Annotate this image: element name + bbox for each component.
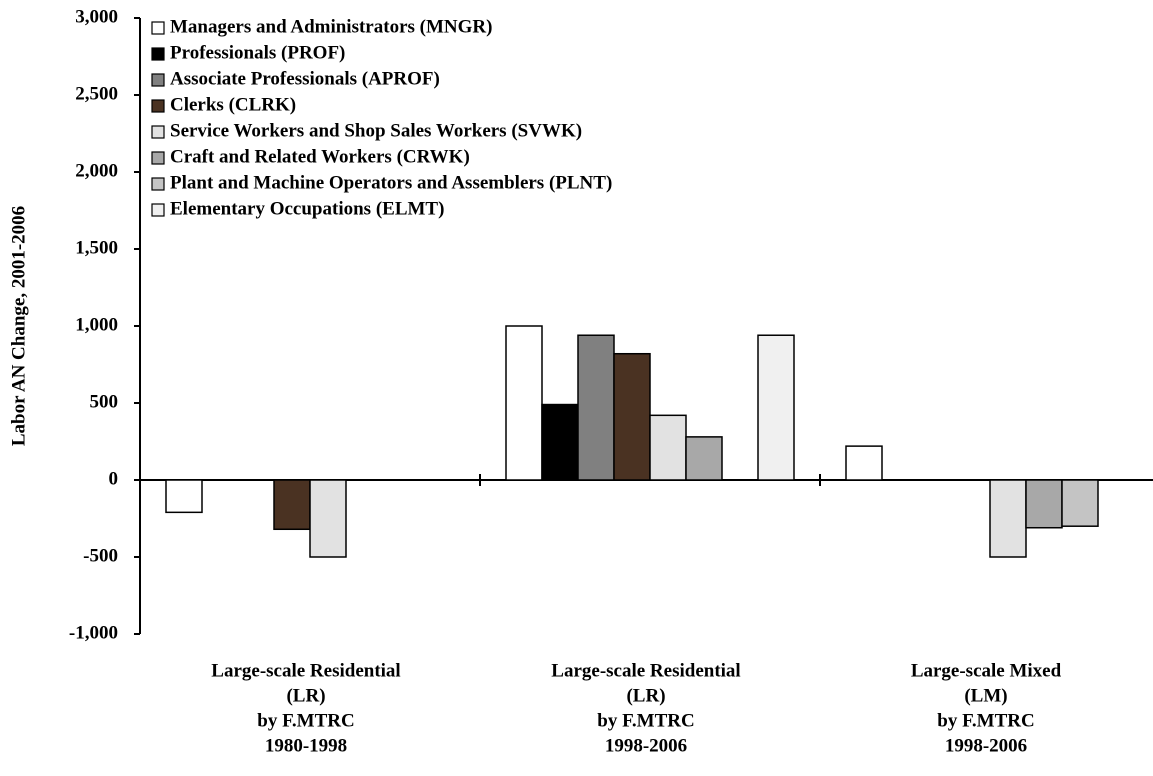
legend-label: Professionals (PROF) (170, 42, 345, 63)
x-tick-label: (LR) (626, 685, 665, 706)
y-tick-label: -1,000 (69, 622, 118, 643)
x-tick-label: 1980-1998 (265, 735, 347, 756)
y-axis-label: Labor AN Change, 2001-2006 (8, 206, 29, 446)
bar (649, 414, 687, 481)
x-tick-label: by F.MTRC (937, 710, 1034, 731)
bar (505, 325, 543, 481)
y-tick-label: 500 (90, 391, 119, 412)
y-tick-label: 0 (109, 468, 119, 489)
legend-label: Service Workers and Shop Sales Workers (… (170, 120, 582, 141)
bar (541, 403, 579, 481)
legend-swatch (151, 47, 165, 61)
legend-swatch (151, 73, 165, 87)
x-tick-label: by F.MTRC (597, 710, 694, 731)
legend-label: Clerks (CLRK) (170, 94, 296, 115)
legend-label: Plant and Machine Operators and Assemble… (170, 172, 612, 193)
bar (845, 445, 883, 481)
bar (1061, 479, 1099, 527)
x-tick-label: 1998-2006 (945, 735, 1027, 756)
y-tick-label: 1,500 (75, 237, 118, 258)
x-tick-label: Large-scale Mixed (911, 660, 1062, 681)
legend-swatch (151, 99, 165, 113)
bar (613, 352, 651, 481)
y-tick-label: 2,500 (75, 83, 118, 104)
legend-label: Elementary Occupations (ELMT) (170, 198, 444, 219)
bar (165, 479, 203, 514)
x-tick-label: (LR) (286, 685, 325, 706)
x-tick-label: (LM) (964, 685, 1007, 706)
x-tick-label: Large-scale Residential (211, 660, 400, 681)
bar (989, 479, 1027, 558)
legend-swatch (151, 203, 165, 217)
x-tick-label: Large-scale Residential (551, 660, 740, 681)
y-tick-label: -500 (83, 545, 118, 566)
bar (685, 436, 723, 481)
legend-label: Craft and Related Workers (CRWK) (170, 146, 470, 167)
legend-label: Managers and Administrators (MNGR) (170, 16, 492, 37)
bar (577, 334, 615, 481)
legend-swatch (151, 177, 165, 191)
x-tick-label: by F.MTRC (257, 710, 354, 731)
legend-label: Associate Professionals (APROF) (170, 68, 440, 89)
bar (1025, 479, 1063, 529)
bar (309, 479, 347, 558)
bar (273, 479, 311, 531)
legend-swatch (151, 151, 165, 165)
y-tick-label: 3,000 (75, 6, 118, 27)
legend-swatch (151, 125, 165, 139)
x-tick-label: 1998-2006 (605, 735, 687, 756)
legend-swatch (151, 21, 165, 35)
y-tick-label: 2,000 (75, 160, 118, 181)
y-tick-label: 1,000 (75, 314, 118, 335)
bar (757, 334, 795, 481)
